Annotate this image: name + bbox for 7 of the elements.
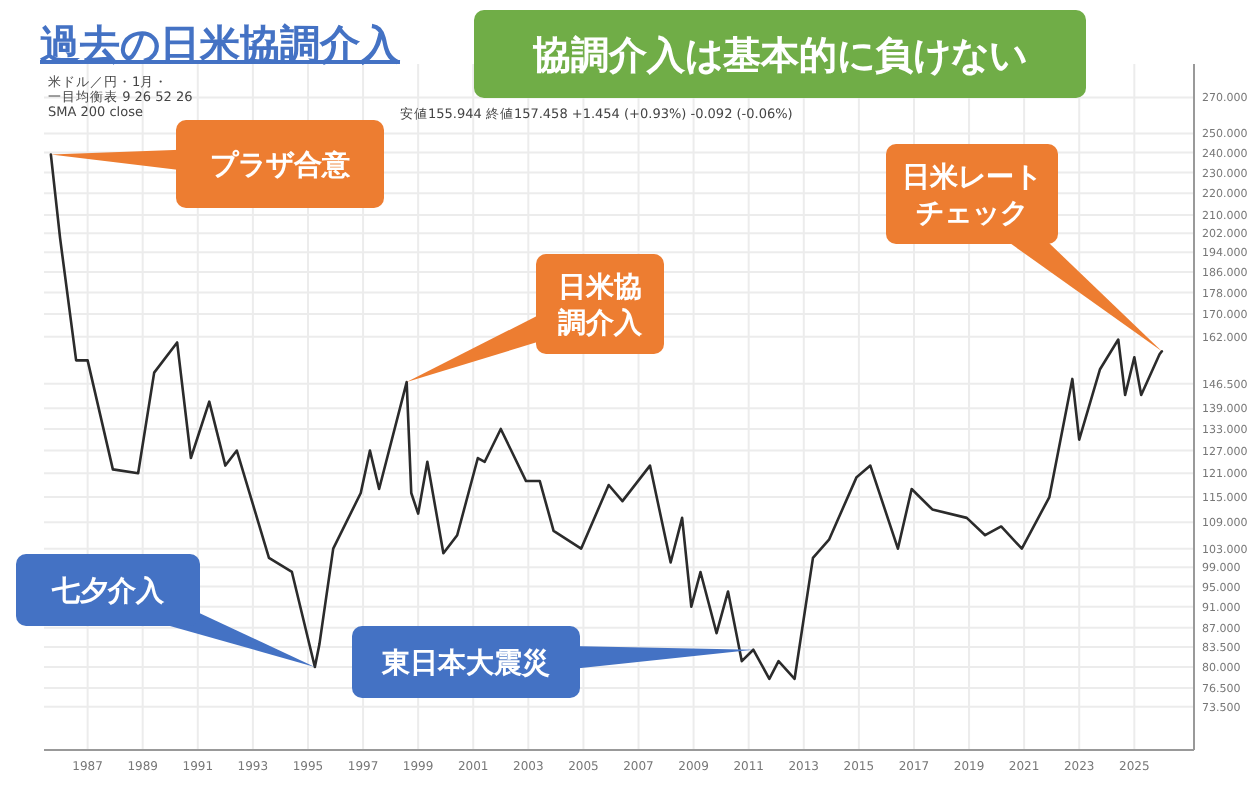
callout: 日米レートチェック [886,144,1162,352]
chart-subtitle: 協調介入は基本的に負けない [531,34,1027,78]
annotation: 東日本大震災 [380,648,550,680]
chart-title: 過去の日米協調介入 [38,20,402,68]
callout: 日米協調介入 [406,254,664,383]
annotation: 日米レートチェック [902,162,1042,230]
annotation: 日米協調介入 [558,272,644,340]
